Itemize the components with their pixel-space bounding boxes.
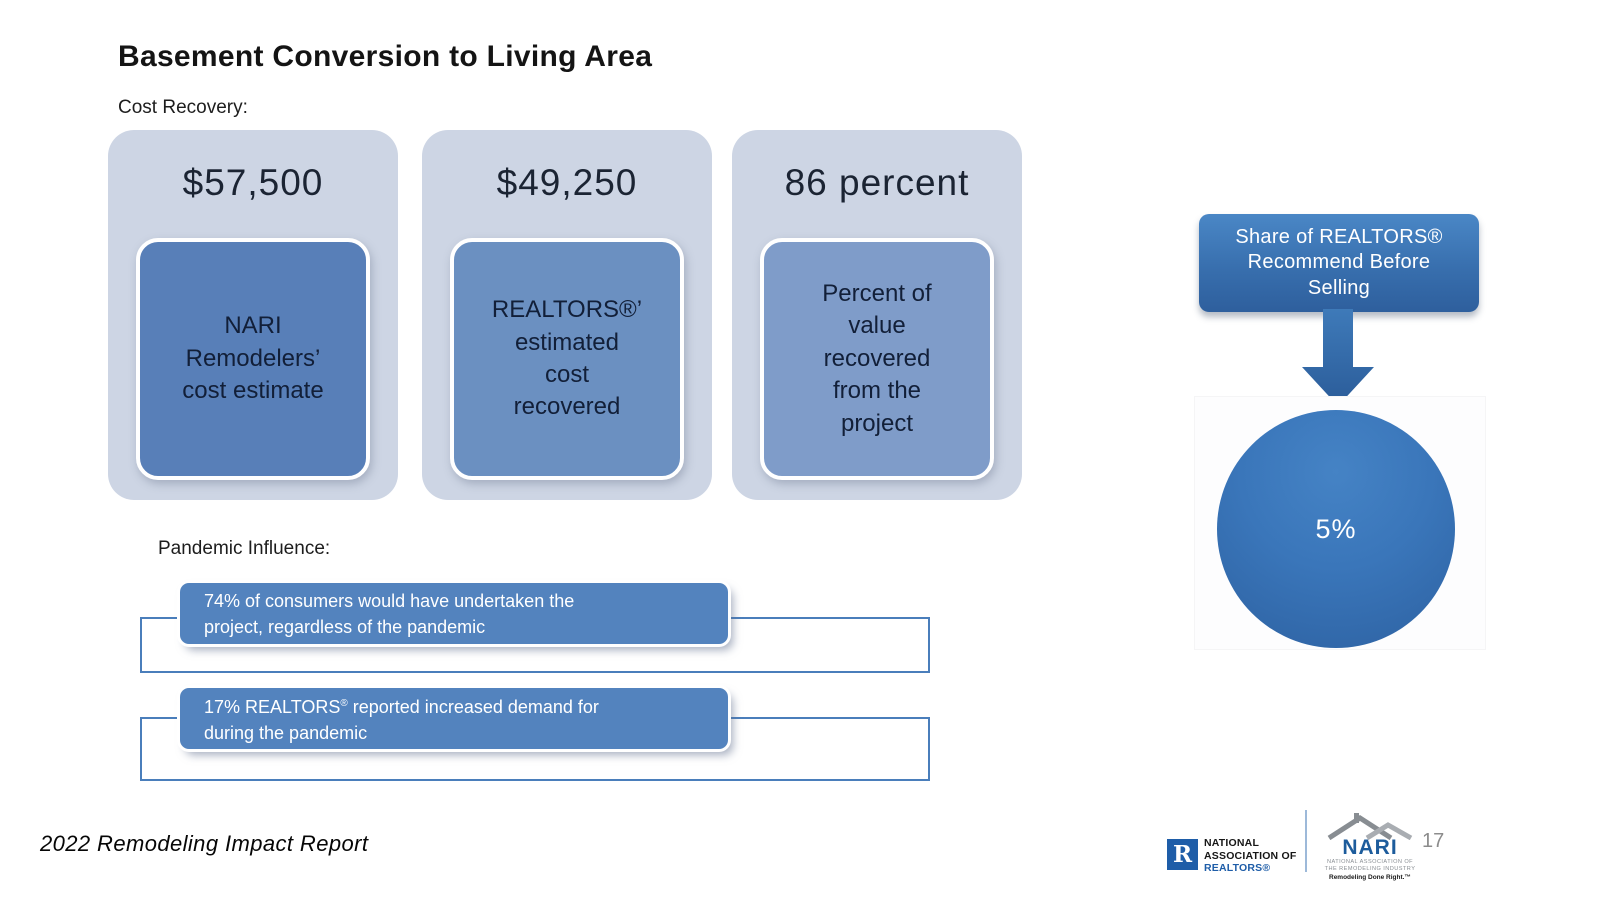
cost-recovery-label: Cost Recovery: xyxy=(118,97,248,118)
cost-card-description: NARI Remodelers’ cost estimate xyxy=(182,312,324,405)
cost-card-percent-recovered: 86 percent Percent of value recovered from … xyxy=(732,130,1022,500)
cost-card-realtors-recovered: $49,250 REALTORS®’ estimated cost recovered xyxy=(422,130,712,500)
down-arrow-icon xyxy=(1302,309,1374,409)
pandemic-influence-label: Pandemic Influence: xyxy=(158,538,331,559)
nari-logo-text: NARI xyxy=(1342,836,1398,859)
logo-divider xyxy=(1305,810,1307,872)
cost-card-nari-estimate: $57,500 NARI Remodelers’ cost estimate xyxy=(108,130,398,500)
cost-card-value: $49,250 xyxy=(496,162,638,203)
pandemic-bar-text: 17% REALTORS® reported increased demand … xyxy=(204,697,599,717)
pandemic-bar-text: project, regardless of the pandemic xyxy=(204,616,486,637)
nari-logo-tagline: Remodeling Done Right.™ xyxy=(1329,874,1411,882)
pandemic-bar-1: 74% of consumers would have undertaken t… xyxy=(180,583,728,644)
nar-logo-icon: R xyxy=(1167,839,1198,870)
nari-logo-sub: NATIONAL ASSOCIATION OF THE REMODELING I… xyxy=(1324,859,1416,872)
cost-card-description: Percent of value recovered from the project xyxy=(822,280,932,437)
share-recommend-callout: Share of REALTORS® Recommend Before Sellin… xyxy=(1199,214,1479,312)
pandemic-bar-text: during the pandemic xyxy=(204,723,368,743)
nar-logo-text: NATIONAL ASSOCIATION OF REALTORS® xyxy=(1204,837,1297,874)
share-recommend-value: 5% xyxy=(1315,513,1357,544)
nari-logo: NARI NATIONAL ASSOCIATION OF THE REMODEL… xyxy=(1322,810,1418,881)
cost-card-inner-box: NARI Remodelers’ cost estimate xyxy=(136,238,370,480)
share-recommend-circle: 5% xyxy=(1217,410,1455,648)
pandemic-bar-text: 74% of consumers would have undertaken t… xyxy=(204,590,575,611)
report-title-footer: 2022 Remodeling Impact Report xyxy=(40,831,369,856)
cost-card-inner-box: REALTORS®’ estimated cost recovered xyxy=(450,238,684,480)
cost-card-inner-box: Percent of value recovered from the project xyxy=(760,238,994,480)
page-title: Basement Conversion to Living Area xyxy=(118,40,653,73)
page-number: 17 xyxy=(1422,830,1445,852)
cost-card-description: REALTORS®’ estimated cost recovered xyxy=(491,296,643,421)
nari-roof-icon xyxy=(1327,813,1413,840)
pandemic-bar-2: 17% REALTORS® reported increased demand … xyxy=(180,688,728,749)
cost-card-value: 86 percent xyxy=(784,162,970,203)
cost-card-value: $57,500 xyxy=(182,162,324,203)
share-recommend-label: Share of REALTORS® Recommend Before Sellin… xyxy=(1235,225,1443,299)
